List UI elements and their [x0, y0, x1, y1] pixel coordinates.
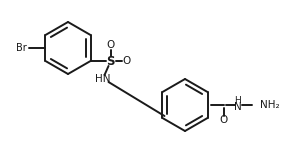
Text: Br: Br: [16, 43, 26, 53]
Text: H: H: [235, 96, 241, 104]
Text: HN: HN: [95, 74, 110, 84]
Text: S: S: [106, 55, 115, 68]
Text: O: O: [122, 56, 131, 66]
Text: O: O: [220, 115, 228, 125]
Text: N: N: [234, 102, 242, 112]
Text: NH₂: NH₂: [260, 100, 280, 110]
Text: O: O: [106, 40, 115, 50]
